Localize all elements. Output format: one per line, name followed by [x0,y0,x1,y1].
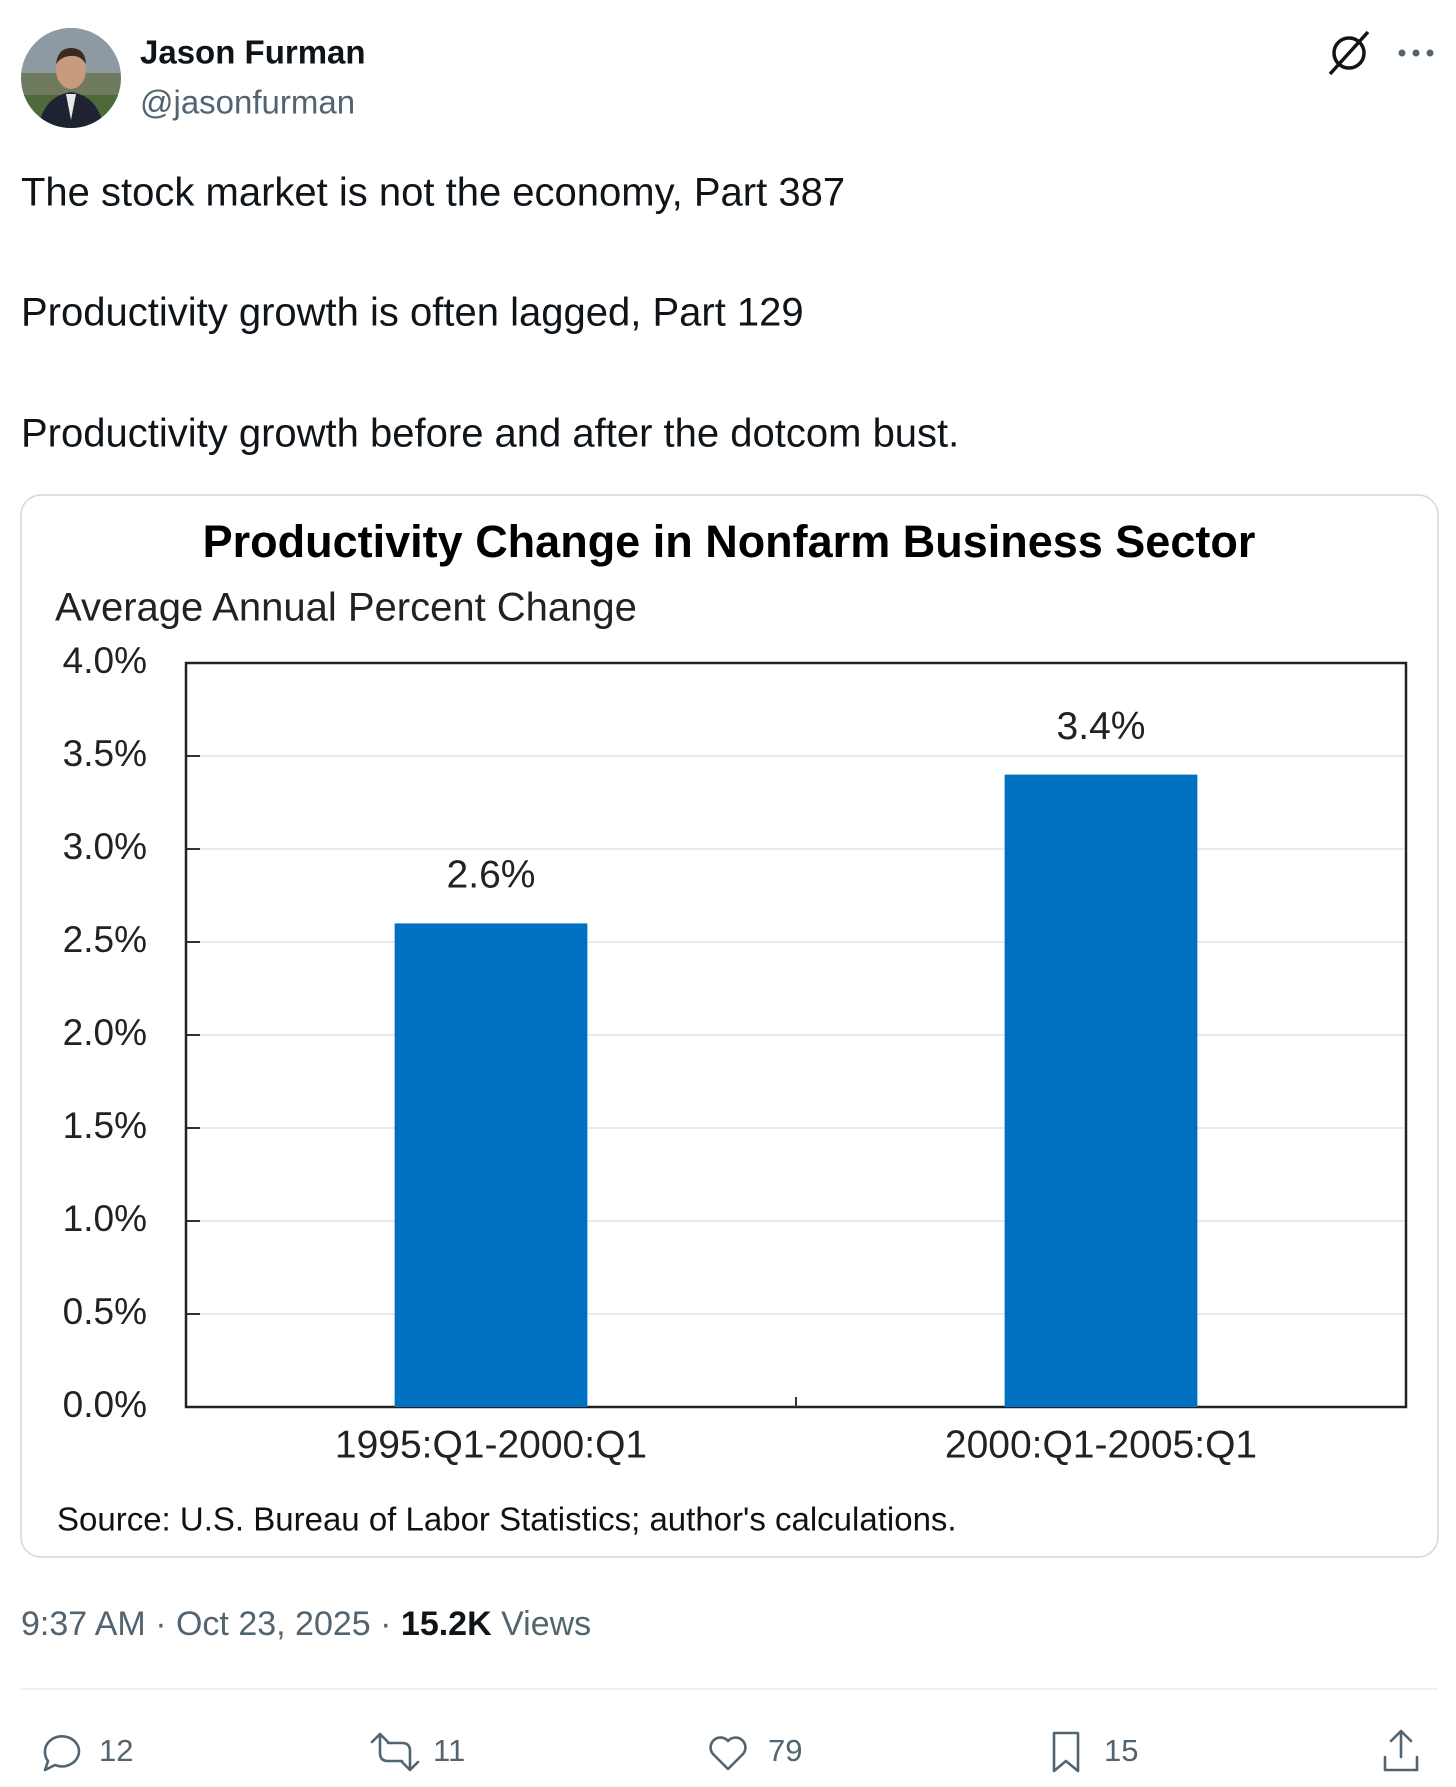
reply-count: 12 [99,1733,133,1768]
tweet-text-line: Productivity growth is often lagged, Par… [21,291,804,335]
data-label: 3.4% [1057,705,1146,748]
y-tick-label: 2.5% [63,919,147,960]
chart-title: Productivity Change in Nonfarm Business … [203,516,1256,567]
chart: Productivity Change in Nonfarm Business … [55,516,1408,1538]
y-tick-label: 3.0% [63,826,147,867]
y-tick-label: 1.0% [63,1198,147,1239]
separator: · [155,1605,166,1643]
bar [394,923,588,1407]
repost-button[interactable]: 11 [370,1732,465,1772]
media-card[interactable] [20,494,1439,1558]
view-count: 15.2K [401,1605,492,1643]
date[interactable]: Oct 23, 2025 [176,1605,371,1643]
share-button[interactable] [1383,1729,1419,1772]
chart-subtitle: Average Annual Percent Change [55,586,637,630]
repost-count: 11 [433,1733,465,1768]
tweet-text-line: Productivity growth before and after the… [21,412,959,456]
x-tick-label: 2000:Q1-2005:Q1 [945,1423,1257,1466]
data-label: 2.6% [447,854,536,897]
x-tick-label: 1995:Q1-2000:Q1 [335,1423,647,1466]
y-tick-label: 2.0% [63,1012,147,1053]
like-count: 79 [768,1733,802,1768]
y-tick-label: 3.5% [63,733,147,774]
bookmark-button[interactable]: 15 [1052,1731,1138,1773]
author-name[interactable]: Jason Furman [140,34,366,71]
timestamp: 9:37 AM · Oct 23, 2025 · 15.2K Views [21,1605,591,1643]
like-button[interactable]: 79 [709,1733,803,1771]
author-handle[interactable]: @jasonfurman [140,84,355,121]
more-icon[interactable] [1398,49,1434,57]
separator: · [380,1605,391,1643]
y-tick-label: 0.5% [63,1291,147,1332]
avatar[interactable] [21,28,121,128]
y-tick-label: 1.5% [63,1105,147,1146]
grok-icon[interactable] [1328,30,1370,76]
views-label: Views [501,1605,591,1643]
y-tick-label: 0.0% [63,1384,147,1425]
reply-button[interactable]: 12 [43,1733,134,1772]
time[interactable]: 9:37 AM [21,1605,146,1643]
bookmark-count: 15 [1104,1733,1138,1768]
chart-source: Source: U.S. Bureau of Labor Statistics;… [57,1501,957,1538]
tweet-text-line: The stock market is not the economy, Par… [21,171,845,215]
bar [1004,774,1198,1407]
y-tick-label: 4.0% [63,640,147,681]
